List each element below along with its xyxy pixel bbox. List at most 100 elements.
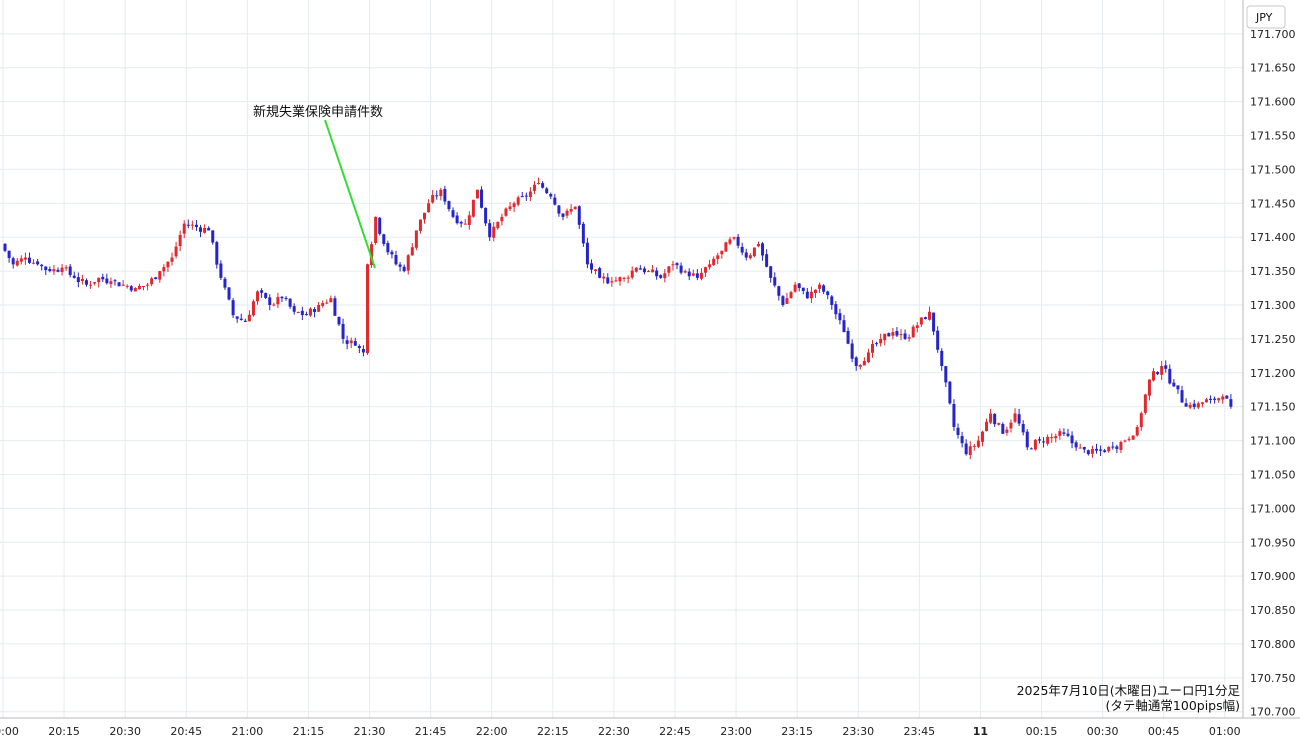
candle-body (1225, 395, 1229, 399)
candle-body (48, 269, 52, 272)
candle-body (887, 333, 891, 337)
candle-body (447, 201, 451, 210)
candle-body (740, 246, 744, 253)
candle-body (699, 272, 703, 279)
time-tick-label: 20:15 (48, 725, 80, 738)
candle-body (113, 280, 117, 282)
annotation-pointer-line (324, 119, 376, 269)
candle-body (484, 207, 488, 224)
candle-body (40, 264, 44, 267)
candle-body (337, 316, 341, 325)
candle-body (243, 320, 247, 322)
candle-body (960, 436, 964, 444)
candle-body (146, 284, 150, 286)
time-tick-label: 20:00 (0, 725, 19, 738)
candle-body (1160, 366, 1164, 375)
candle-body (3, 243, 7, 251)
candle-body (911, 326, 915, 338)
candle-body (875, 343, 879, 345)
candle-body (268, 297, 272, 305)
time-tick-label: 21:00 (232, 725, 264, 738)
candle-body (883, 333, 887, 341)
candle-body (846, 330, 850, 344)
candle-body (985, 421, 989, 432)
candle-body (602, 276, 606, 279)
candle-body (1050, 437, 1054, 439)
candle-body (838, 313, 842, 321)
candle-body (777, 286, 781, 296)
candle-body (341, 323, 345, 339)
candle-body (52, 269, 56, 272)
time-tick-label: 00:45 (1148, 725, 1180, 738)
candle-body (431, 194, 435, 203)
candle-body (1196, 403, 1200, 408)
candle-body (675, 263, 679, 266)
currency-label: JPY (1255, 11, 1273, 24)
candle-body (834, 304, 838, 315)
candle-body (475, 189, 479, 199)
candle-body (1176, 385, 1180, 390)
candle-body (826, 291, 830, 296)
candle-body (247, 314, 251, 322)
candle-body (577, 206, 581, 225)
price-tick-label: 171.400 (1250, 231, 1296, 244)
candle-body (614, 280, 618, 282)
candle-body (594, 269, 598, 272)
candle-body (1184, 403, 1188, 407)
time-axis-ticks: 20:00 20:15 20:30 20:45 21:00 21:15 21:30 21:45… (0, 725, 1241, 738)
candle-body (296, 312, 300, 314)
candle-body (235, 316, 239, 319)
candle-body (565, 210, 569, 216)
candle-body (500, 216, 504, 222)
price-tick-label: 171.450 (1250, 197, 1296, 210)
candle-body (1070, 435, 1074, 444)
candle-body (1074, 442, 1078, 448)
candle-body (1025, 431, 1029, 448)
candle-body (44, 266, 48, 271)
candle-body (589, 263, 593, 270)
candle-body (756, 243, 760, 247)
candle-body (329, 298, 333, 303)
candle-body (761, 243, 765, 256)
time-tick-label: 01:00 (1209, 725, 1241, 738)
candle-body (1152, 371, 1156, 381)
candle-body (471, 199, 475, 217)
candle-body (496, 221, 500, 229)
candle-body (842, 320, 846, 333)
candle-body (524, 195, 528, 197)
candle-body (60, 267, 64, 273)
candle-body (854, 357, 858, 366)
candle-body (964, 443, 968, 455)
candle-body (606, 277, 610, 284)
candle-body (1082, 446, 1086, 450)
candle-body (1221, 396, 1225, 400)
candle-body (980, 431, 984, 442)
candle-body (7, 250, 11, 259)
candle-body (630, 270, 634, 278)
price-tick-label: 171.200 (1250, 367, 1296, 380)
time-tick-label: 21:30 (354, 725, 386, 738)
candle-body (402, 266, 406, 272)
candle-body (976, 440, 980, 447)
candle-body (288, 298, 292, 307)
candle-body (459, 221, 463, 224)
price-tick-label: 170.850 (1250, 604, 1296, 617)
candle-body (178, 234, 182, 247)
candle-body (300, 310, 304, 316)
candle-body (435, 195, 439, 197)
candle-body (32, 262, 36, 264)
candle-body (101, 276, 105, 280)
candle-body (162, 267, 166, 272)
candle-body (1090, 449, 1094, 454)
candle-body (219, 263, 223, 278)
candle-body (1086, 450, 1090, 455)
candle-body (940, 350, 944, 366)
candle-body (36, 261, 40, 265)
candle-body (23, 257, 27, 260)
candle-body (1062, 432, 1066, 434)
candle-body (793, 284, 797, 292)
candle-body (801, 287, 805, 292)
candle-body (932, 312, 936, 332)
candle-body (736, 236, 740, 246)
candle-body (626, 277, 630, 279)
